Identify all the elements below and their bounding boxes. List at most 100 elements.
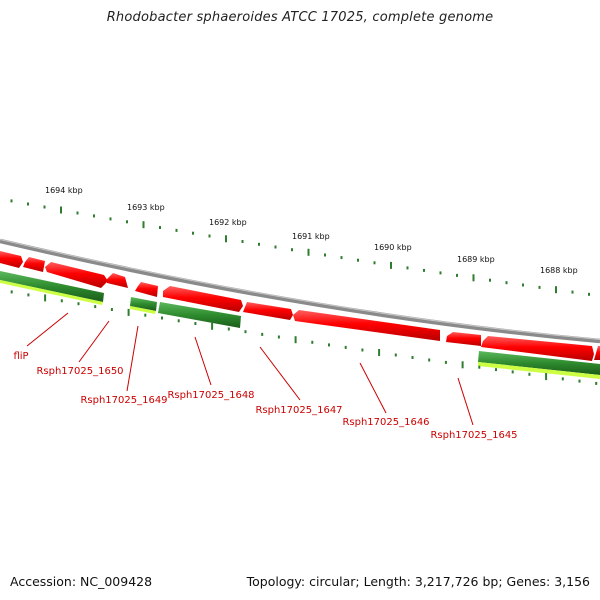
minor-tick	[274, 245, 277, 249]
gene-label[interactable]: fliP	[13, 351, 28, 362]
gene-label[interactable]: Rsph17025_1646	[342, 417, 429, 428]
gene-reverse[interactable]	[0, 271, 104, 302]
minor-tick	[159, 226, 161, 229]
minor-tick	[328, 343, 330, 347]
gene-forward[interactable]	[594, 346, 600, 360]
minor-tick	[126, 220, 128, 224]
leader-line	[259, 346, 301, 401]
minor-tick	[340, 256, 343, 260]
major-tick	[461, 361, 464, 369]
gene-forward[interactable]	[481, 336, 594, 361]
leader-line	[26, 312, 69, 347]
major-tick	[44, 294, 47, 302]
minor-tick	[10, 290, 13, 294]
gene-forward[interactable]	[243, 302, 293, 320]
gene-forward[interactable]	[446, 332, 481, 346]
gc-band	[0, 280, 103, 305]
gc-band	[130, 306, 156, 314]
kbp-label: 1688 kbp	[540, 266, 578, 275]
gene-label[interactable]: Rsph17025_1649	[80, 395, 167, 406]
leader-line	[359, 362, 387, 414]
kbp-label: 1689 kbp	[457, 255, 495, 264]
accession-text: Accession: NC_009428	[10, 574, 153, 589]
minor-tick	[177, 319, 180, 323]
minor-tick	[244, 330, 247, 334]
outer-tick-row	[10, 199, 590, 296]
major-tick	[60, 206, 62, 214]
gene-forward[interactable]	[107, 273, 128, 288]
minor-tick	[478, 365, 481, 369]
minor-tick	[277, 335, 280, 339]
kbp-label: 1693 kbp	[127, 203, 165, 212]
minor-tick	[109, 217, 112, 221]
inner-tick-row	[10, 290, 598, 385]
minor-tick	[261, 332, 264, 336]
gene-forward[interactable]	[135, 282, 158, 297]
kbp-label: 1690 kbp	[374, 243, 412, 252]
minor-tick	[27, 202, 29, 206]
minor-tick	[361, 348, 364, 352]
minor-tick	[571, 290, 574, 294]
major-tick	[307, 248, 310, 256]
minor-tick	[161, 316, 163, 320]
gene-reverse[interactable]	[478, 351, 600, 375]
gene-reverse[interactable]	[158, 302, 241, 328]
leader-line	[78, 320, 110, 363]
minor-tick	[578, 379, 581, 383]
gene-label[interactable]: Rsph17025_1650	[36, 366, 123, 377]
minor-tick	[311, 340, 314, 344]
major-tick	[545, 373, 548, 381]
minor-tick	[406, 266, 409, 270]
leader-line	[457, 377, 474, 426]
minor-tick	[444, 360, 447, 364]
minor-tick	[439, 271, 442, 275]
minor-tick	[10, 199, 13, 203]
minor-tick	[144, 313, 147, 317]
map-title: Rhodobacter sphaeroides ATCC 17025, comp…	[106, 10, 494, 25]
gene-forward[interactable]	[23, 257, 45, 272]
minor-tick	[93, 214, 95, 218]
major-tick	[555, 286, 557, 294]
minor-tick	[522, 283, 524, 287]
minor-tick	[595, 381, 598, 385]
major-tick	[472, 274, 475, 282]
minor-tick	[505, 281, 508, 285]
major-tick	[211, 322, 214, 330]
leader-line	[194, 336, 212, 386]
minor-tick	[43, 205, 46, 209]
gc-band	[478, 362, 600, 379]
gene-forward[interactable]	[293, 310, 440, 341]
minor-tick	[77, 302, 80, 306]
minor-tick	[357, 258, 359, 262]
minor-tick	[175, 228, 178, 232]
kbp-label: 1692 kbp	[209, 218, 247, 227]
minor-tick	[208, 234, 211, 238]
gene-label[interactable]: Rsph17025_1648	[167, 390, 254, 401]
minor-tick	[411, 356, 414, 359]
minor-tick	[27, 293, 30, 297]
minor-tick	[394, 353, 397, 357]
minor-tick	[561, 377, 564, 381]
gene-label[interactable]: Rsph17025_1647	[255, 405, 342, 416]
backbone-highlight	[0, 239, 600, 340]
minor-tick	[76, 211, 79, 215]
minor-tick	[588, 292, 590, 296]
minor-tick	[241, 240, 244, 243]
genome-backbone	[0, 238, 600, 344]
minor-tick	[511, 370, 514, 374]
kbp-label: 1691 kbp	[292, 232, 330, 241]
minor-tick	[428, 358, 431, 362]
minor-tick	[423, 268, 425, 272]
gene-label[interactable]: Rsph17025_1645	[430, 430, 517, 441]
gene-forward[interactable]	[0, 251, 23, 268]
gene-reverse[interactable]	[130, 297, 157, 311]
minor-tick	[60, 299, 63, 303]
minor-tick	[227, 327, 230, 331]
gene-forward[interactable]	[163, 286, 243, 312]
minor-tick	[528, 372, 531, 376]
minor-tick	[344, 345, 347, 349]
gene-forward[interactable]	[45, 262, 108, 288]
major-tick	[225, 235, 227, 243]
major-tick	[142, 221, 145, 229]
